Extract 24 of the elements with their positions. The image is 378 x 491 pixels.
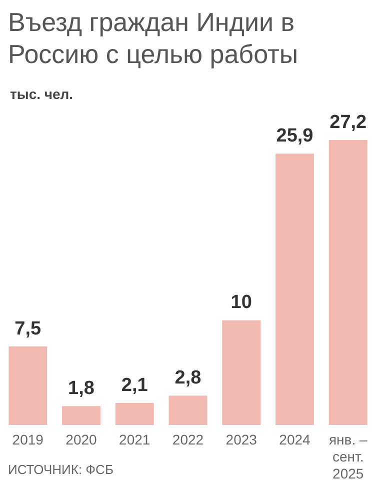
x-tick-label: 2022 [172,432,204,448]
data-label: 25,9 [276,126,314,147]
data-label: 1,8 [68,378,94,400]
x-tick-label: 2021 [119,432,150,448]
bar [168,396,208,425]
data-label: 2,1 [121,374,148,396]
bar [8,346,48,425]
x-tick-label: 2023 [226,432,258,448]
bar [276,154,314,425]
bar [62,406,100,425]
x-tick-label: 2019 [12,432,44,448]
data-label: 10 [230,292,252,314]
data-label: 27,2 [330,112,367,133]
bar [328,140,368,425]
x-tick-label: янв. – сент. 2025 [328,432,368,482]
x-tick-label: 2020 [66,432,98,448]
data-label: 7,5 [14,318,42,340]
x-tick-label: 2024 [279,432,311,448]
text: ИСТОЧНИК: ФСБ [8,462,114,477]
chart-title: Въезд граждан Индии в Россию с целью работы [8,6,300,70]
chart-subtitle: тыс. чел. [10,86,74,102]
bar [115,402,154,425]
bar [222,320,261,425]
data-label: 2,8 [174,368,202,389]
